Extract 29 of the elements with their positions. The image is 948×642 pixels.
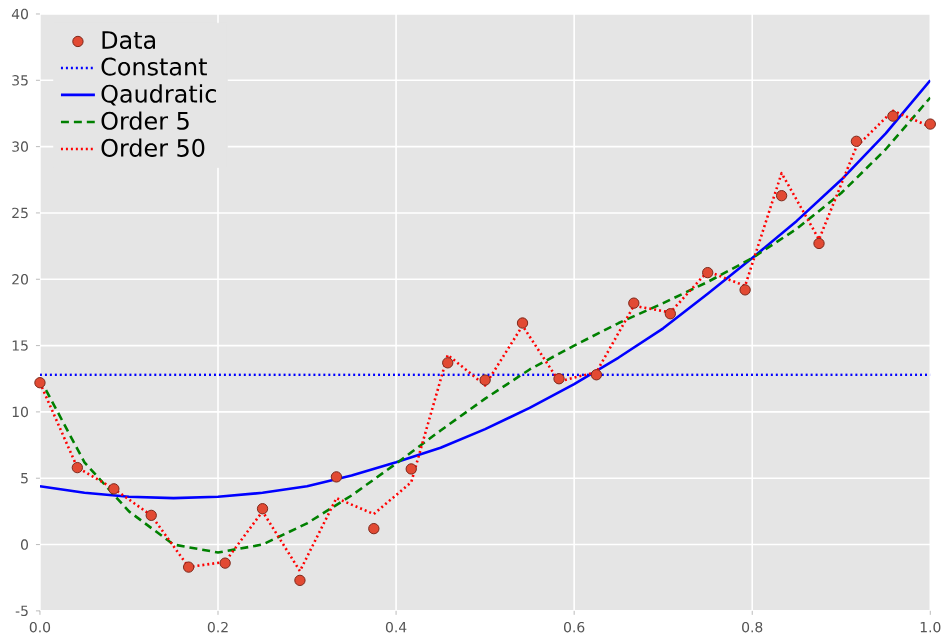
point [775, 189, 788, 201]
point [71, 461, 84, 473]
point [479, 373, 491, 386]
point [887, 110, 899, 122]
point [813, 237, 825, 249]
point [516, 316, 529, 329]
point [108, 482, 120, 495]
point [405, 462, 417, 475]
point [590, 368, 603, 381]
point [294, 574, 306, 586]
point [739, 283, 751, 296]
legend-label: Constant [101, 57, 207, 76]
point [182, 561, 195, 573]
point [219, 557, 231, 569]
point [442, 356, 454, 369]
point [664, 307, 676, 320]
legend-label: Order 5 [101, 110, 189, 130]
point [850, 135, 863, 147]
legend-label: Order 50 [101, 138, 205, 157]
point [368, 522, 380, 534]
point [34, 376, 46, 388]
point [628, 297, 640, 309]
point [330, 470, 343, 483]
legend-label: Qaudratic [101, 83, 216, 106]
point [553, 372, 565, 385]
point [256, 502, 269, 514]
point [145, 509, 157, 521]
point [702, 266, 714, 278]
legend-label: Data [102, 30, 155, 49]
